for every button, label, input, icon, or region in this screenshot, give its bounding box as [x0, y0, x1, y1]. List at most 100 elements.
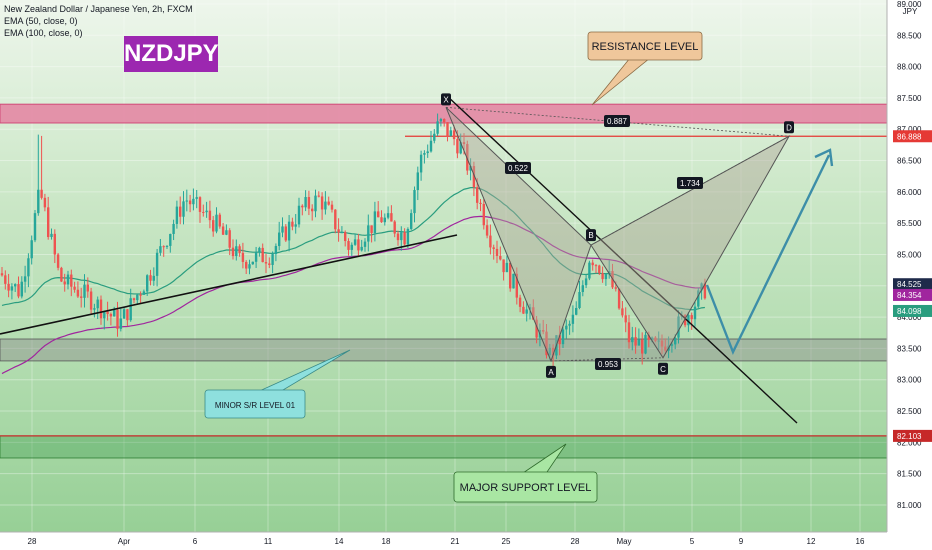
currency-label: JPY	[903, 7, 918, 16]
ratio-ac-box	[595, 358, 621, 370]
pattern-point-b-box	[586, 229, 596, 242]
candle-body	[337, 229, 340, 233]
candle-body	[383, 217, 386, 223]
candle-body	[528, 307, 532, 310]
candle-body	[324, 201, 327, 210]
labels: X A B C D 0.522 0.953 1.734 0.887 RESISTANCE LEVE…	[204, 31, 794, 503]
candle-body	[66, 274, 70, 285]
major-support-zone	[0, 435, 888, 459]
candle-body	[370, 225, 373, 233]
candle-body	[50, 233, 53, 238]
candle-body	[551, 347, 555, 356]
pattern-point-x: X	[443, 95, 449, 104]
candle-body	[334, 209, 337, 230]
candle-body	[380, 217, 383, 223]
candle-body	[522, 306, 525, 314]
candle-body	[129, 298, 132, 321]
candle-body	[426, 151, 429, 154]
candle-body	[617, 288, 621, 309]
symbol-badge: NZDJPY	[124, 36, 219, 72]
candle-body	[70, 274, 73, 287]
ratio-xd: 0.887	[607, 117, 628, 126]
candle-body	[545, 331, 548, 356]
candle-body	[330, 204, 334, 210]
candle-body	[225, 230, 228, 235]
candle-body	[63, 281, 66, 285]
candle-body	[393, 221, 396, 234]
candle-body	[37, 189, 40, 214]
candle-body	[548, 347, 551, 356]
candle-body	[320, 196, 324, 210]
candle-body	[396, 233, 400, 241]
ratio-bd-box	[677, 177, 703, 189]
candle-body	[459, 142, 462, 154]
candle-body	[212, 220, 215, 232]
candle-body	[261, 247, 264, 263]
major-support-label-box	[453, 471, 598, 503]
pattern-point-b: B	[588, 231, 593, 240]
candle-body	[221, 226, 225, 235]
support-price-tag: 82.103	[897, 432, 922, 441]
ema50-price-tag-bg	[893, 304, 932, 317]
candle-body	[406, 228, 410, 245]
candle-body	[433, 133, 436, 141]
candle-body	[10, 286, 14, 291]
candle-body	[400, 232, 403, 241]
pattern-point-x-box	[441, 93, 451, 106]
candle-body	[314, 195, 317, 212]
candle-body	[505, 262, 509, 273]
price-tick: 81.500	[897, 470, 922, 479]
candle-body	[188, 200, 192, 205]
candle-body	[159, 246, 162, 253]
candle-body	[443, 119, 446, 123]
candle-body	[466, 144, 469, 171]
candle-body	[512, 273, 515, 289]
pattern-point-d-box	[784, 121, 794, 134]
candle-body	[558, 335, 561, 345]
candle-body	[518, 297, 522, 307]
support-price-tag-bg	[893, 429, 932, 442]
plot-background	[0, 0, 887, 532]
candle-body	[634, 337, 637, 346]
candle-body	[86, 284, 89, 292]
candle-body	[373, 211, 377, 233]
candle-body	[254, 252, 258, 262]
candle-body	[423, 153, 426, 155]
candle-body	[152, 275, 155, 281]
candle-body	[271, 254, 274, 265]
price-tick: 83.000	[897, 376, 922, 385]
time-tick: 9	[739, 537, 744, 546]
candle-body	[644, 334, 647, 354]
candle-body	[647, 334, 650, 340]
candle-body	[278, 232, 281, 247]
candle-body	[327, 201, 330, 205]
candle-body	[469, 166, 472, 171]
candle-body	[416, 172, 419, 191]
candle-body	[502, 259, 505, 273]
candle-body	[697, 290, 700, 307]
resistance-price-tag-bg	[893, 130, 932, 143]
time-tick: 5	[690, 537, 695, 546]
candle-body	[350, 244, 353, 250]
time-tick: May	[616, 537, 631, 546]
candle-body	[241, 252, 245, 262]
candle-body	[251, 261, 254, 265]
candle-body	[297, 205, 301, 225]
candle-body	[347, 241, 350, 250]
candle-body	[218, 214, 221, 227]
candle-body	[436, 121, 439, 134]
candle-body	[439, 119, 443, 122]
candle-body	[99, 299, 103, 319]
candle-body	[126, 309, 129, 321]
candle-body	[146, 275, 149, 292]
candle-body	[284, 226, 287, 241]
ema100-path	[1, 215, 705, 375]
pattern-point-c-box	[658, 362, 668, 375]
candles	[0, 113, 707, 366]
candle-body	[291, 221, 294, 227]
ratio-bd: 1.734	[680, 179, 701, 188]
candle-body	[80, 296, 83, 298]
candle-body	[172, 223, 175, 234]
